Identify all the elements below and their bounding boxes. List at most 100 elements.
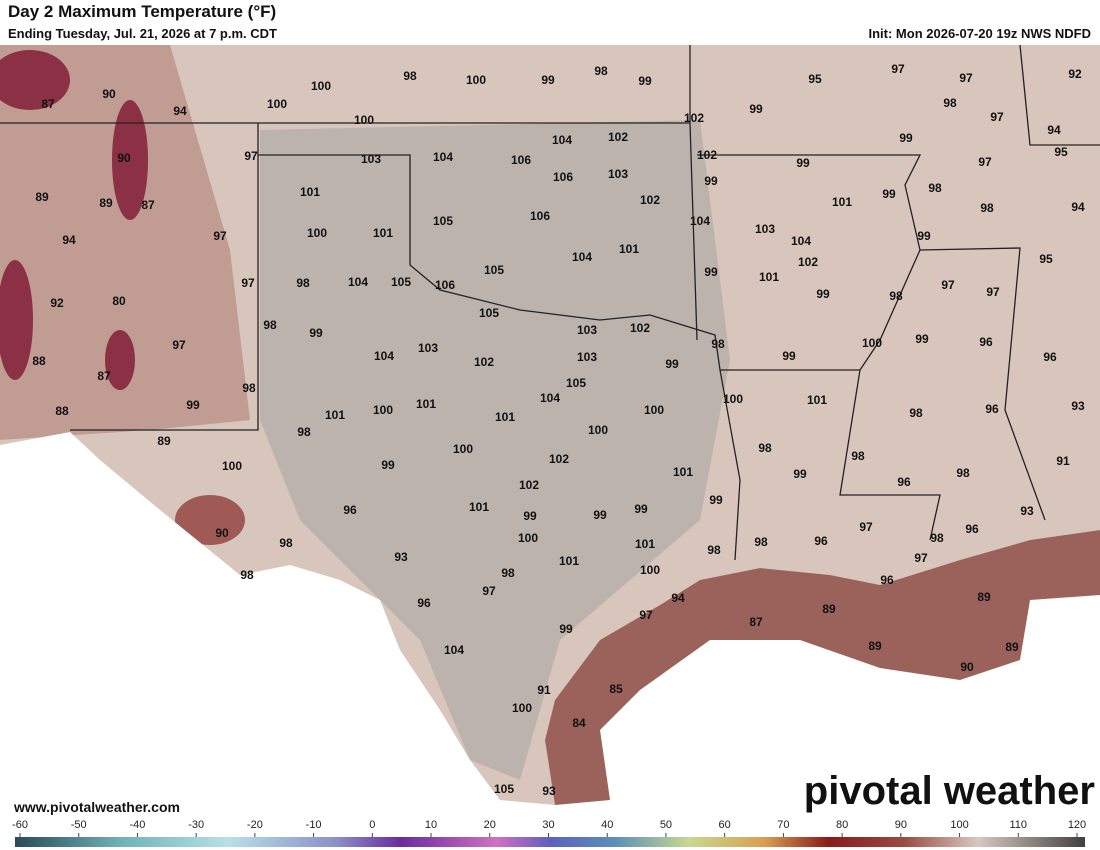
temperature-label: 101 bbox=[416, 397, 436, 411]
colorbar-tick-label: 100 bbox=[950, 819, 968, 831]
colorbar-tick-label: -10 bbox=[306, 819, 322, 831]
temperature-label: 102 bbox=[549, 452, 569, 466]
temperature-label: 100 bbox=[862, 336, 882, 350]
temperature-label: 95 bbox=[808, 72, 822, 86]
temperature-label: 97 bbox=[482, 584, 496, 598]
temperature-label: 97 bbox=[213, 229, 227, 243]
temperature-label: 105 bbox=[479, 306, 499, 320]
temperature-label: 102 bbox=[684, 111, 704, 125]
temperature-label: 90 bbox=[215, 526, 229, 540]
temperature-label: 101 bbox=[673, 465, 693, 479]
title: Day 2 Maximum Temperature (°F) bbox=[8, 2, 276, 21]
temperature-label: 99 bbox=[634, 502, 648, 516]
logo: pivotal weather bbox=[804, 769, 1095, 813]
temperature-label: 104 bbox=[433, 150, 453, 164]
temperature-label: 98 bbox=[980, 201, 994, 215]
temperature-label: 103 bbox=[577, 323, 597, 337]
temperature-label: 101 bbox=[469, 500, 489, 514]
temperature-label: 99 bbox=[593, 508, 607, 522]
temperature-label: 101 bbox=[619, 242, 639, 256]
temperature-label: 84 bbox=[572, 716, 586, 730]
temperature-label: 95 bbox=[1054, 145, 1068, 159]
temperature-label: 97 bbox=[978, 155, 992, 169]
temperature-label: 98 bbox=[242, 381, 256, 395]
state-borders bbox=[0, 44, 1100, 561]
temperature-label: 99 bbox=[638, 74, 652, 88]
temperature-label: 101 bbox=[832, 195, 852, 209]
temperature-label: 103 bbox=[361, 152, 381, 166]
temperature-label: 99 bbox=[796, 156, 810, 170]
temperature-label: 97 bbox=[639, 608, 653, 622]
temperature-label: 98 bbox=[930, 531, 944, 545]
temperature-label: 99 bbox=[782, 349, 796, 363]
temperature-label: 99 bbox=[899, 131, 913, 145]
temperature-label: 99 bbox=[749, 102, 763, 116]
temperature-label: 92 bbox=[50, 296, 64, 310]
temperature-label: 98 bbox=[263, 318, 277, 332]
temperature-label: 102 bbox=[640, 193, 660, 207]
mexico-gulf bbox=[0, 432, 1100, 818]
colorbar-tick-label: -20 bbox=[247, 819, 263, 831]
temperature-label: 104 bbox=[552, 133, 572, 147]
colorbar-tick-label: 20 bbox=[484, 819, 496, 831]
temperature-label: 96 bbox=[979, 335, 993, 349]
temperature-label: 99 bbox=[704, 265, 718, 279]
temperature-label: 98 bbox=[889, 289, 903, 303]
temperature-label: 97 bbox=[986, 285, 1000, 299]
temperature-label: 88 bbox=[32, 354, 46, 368]
temperature-label: 100 bbox=[723, 392, 743, 406]
temperature-label: 100 bbox=[588, 423, 608, 437]
temperature-label: 100 bbox=[307, 226, 327, 240]
temperature-label: 97 bbox=[241, 276, 255, 290]
colorbar-tick-label: 60 bbox=[719, 819, 731, 831]
temperature-label: 99 bbox=[381, 458, 395, 472]
mountain bbox=[112, 100, 148, 220]
colorbar-tick-label: 80 bbox=[836, 819, 848, 831]
temperature-label: 100 bbox=[453, 442, 473, 456]
temperature-label: 98 bbox=[711, 337, 725, 351]
temperature-label: 102 bbox=[519, 478, 539, 492]
temperature-label: 100 bbox=[640, 563, 660, 577]
temperature-label: 101 bbox=[807, 393, 827, 407]
temperature-label: 100 bbox=[512, 701, 532, 715]
temperature-label: 104 bbox=[348, 275, 368, 289]
colorbar-tick-label: -30 bbox=[188, 819, 204, 831]
temperature-label: 99 bbox=[309, 326, 323, 340]
temperature-label: 89 bbox=[157, 434, 171, 448]
init-time: Init: Mon 2026-07-20 19z NWS NDFD bbox=[869, 26, 1092, 41]
colorbar-tick-label: 120 bbox=[1068, 819, 1086, 831]
temperature-label: 96 bbox=[814, 534, 828, 548]
temperature-label: 102 bbox=[630, 321, 650, 335]
temperature-label: 97 bbox=[990, 110, 1004, 124]
temperature-label: 98 bbox=[851, 449, 865, 463]
temperature-label: 94 bbox=[1071, 200, 1085, 214]
temperature-label: 99 bbox=[186, 398, 200, 412]
colorbar-tick-label: 50 bbox=[660, 819, 672, 831]
temperature-label: 87 bbox=[97, 369, 111, 383]
temperature-label: 101 bbox=[373, 226, 393, 240]
temperature-label: 98 bbox=[240, 568, 254, 582]
temperature-label: 98 bbox=[909, 406, 923, 420]
temperature-label: 89 bbox=[35, 190, 49, 204]
temperature-label: 96 bbox=[1043, 350, 1057, 364]
temperature-label: 96 bbox=[417, 596, 431, 610]
temperature-label: 93 bbox=[394, 550, 408, 564]
temperature-label: 98 bbox=[956, 466, 970, 480]
temperature-label: 104 bbox=[540, 391, 560, 405]
temperature-label: 105 bbox=[566, 376, 586, 390]
temperature-label: 85 bbox=[609, 682, 623, 696]
temperature-label: 105 bbox=[391, 275, 411, 289]
mountain bbox=[0, 50, 70, 110]
temperature-label: 104 bbox=[690, 214, 710, 228]
colorbar-tick-label: 90 bbox=[895, 819, 907, 831]
temperature-label: 90 bbox=[117, 151, 131, 165]
colorbar-tick-label: 70 bbox=[777, 819, 789, 831]
temperature-label: 103 bbox=[608, 167, 628, 181]
temperature-label: 104 bbox=[374, 349, 394, 363]
temperature-label: 90 bbox=[102, 87, 116, 101]
subtitle: Ending Tuesday, Jul. 21, 2026 at 7 p.m. … bbox=[8, 26, 277, 41]
temperature-label: 99 bbox=[816, 287, 830, 301]
temperature-label: 93 bbox=[1020, 504, 1034, 518]
temperature-label: 96 bbox=[965, 522, 979, 536]
